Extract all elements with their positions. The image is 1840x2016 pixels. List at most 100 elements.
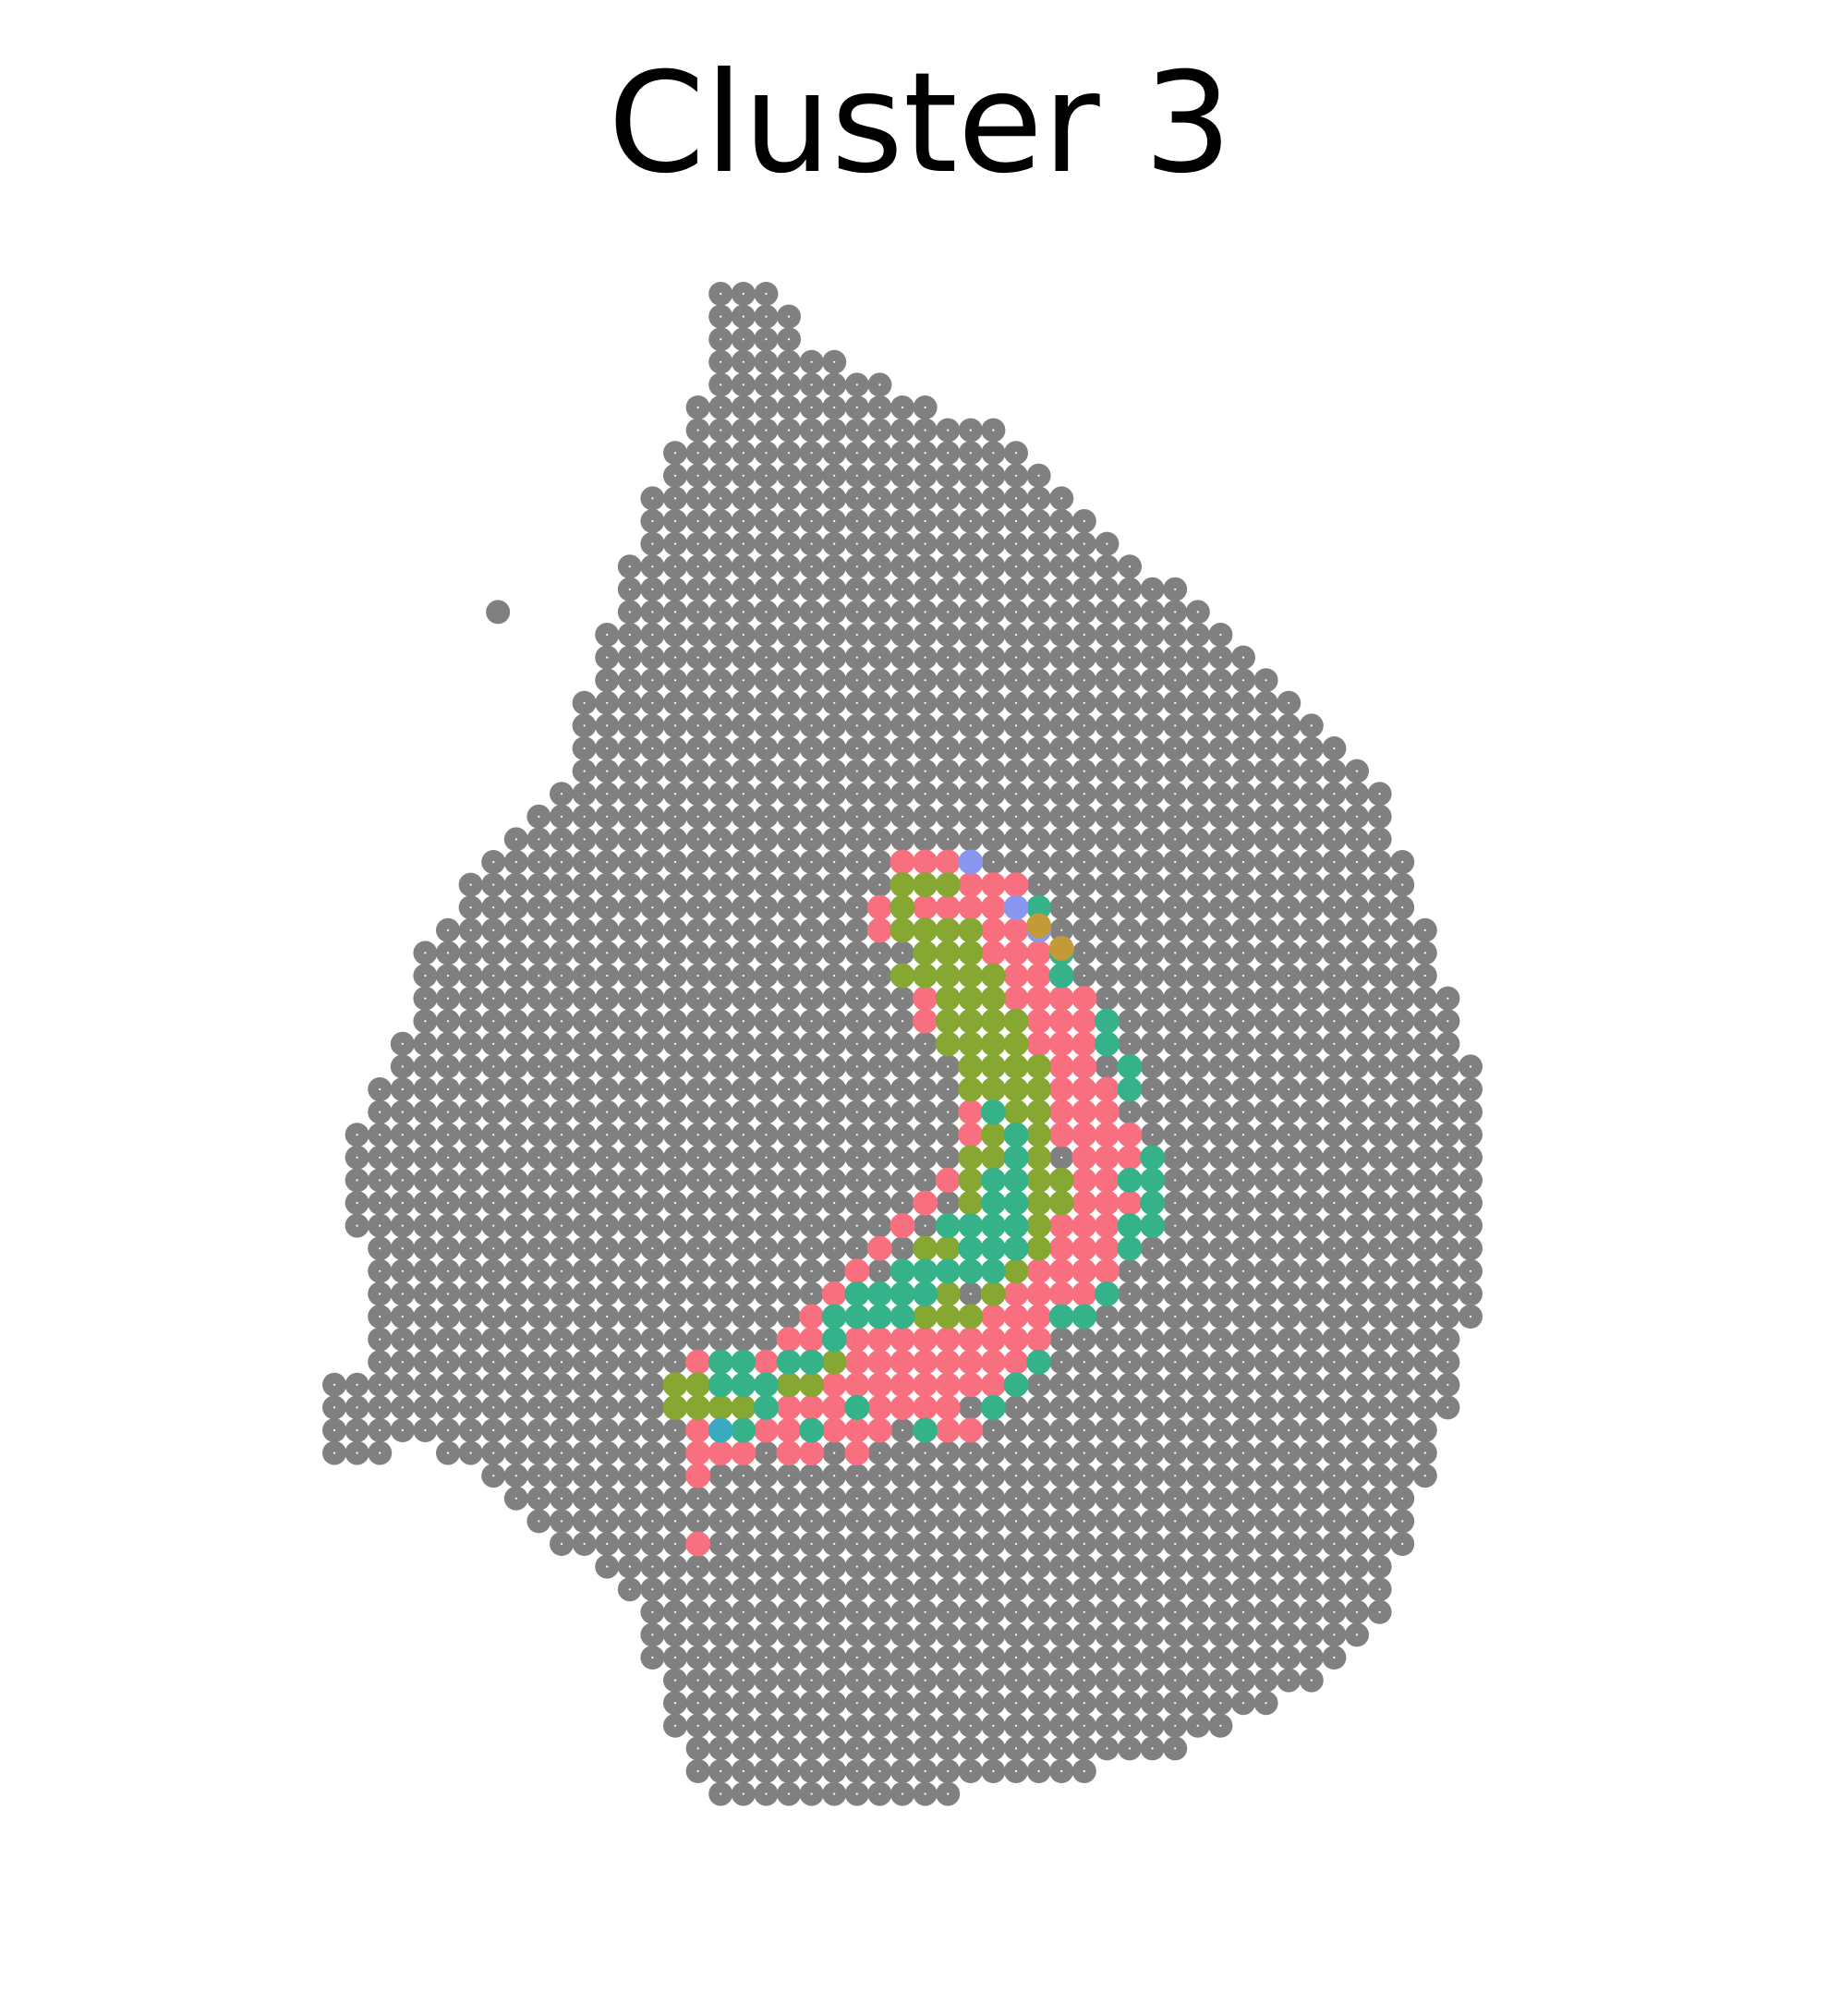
spot-center-dot: [1355, 860, 1359, 864]
spot-center-dot: [469, 952, 472, 954]
spot-center-dot: [606, 1338, 609, 1341]
spot-center-dot: [560, 1406, 563, 1409]
spot-center-dot: [1355, 1201, 1359, 1205]
spot-center-dot: [901, 1201, 904, 1205]
spot-center-dot: [1196, 701, 1199, 704]
spot-center-dot: [1333, 815, 1336, 818]
spot-center-dot: [1106, 1724, 1108, 1727]
spot-center-dot: [947, 1610, 950, 1613]
spot-center-dot: [1060, 1383, 1063, 1386]
spot-center-dot: [1128, 1633, 1132, 1636]
spot-center-dot: [1310, 1247, 1313, 1250]
spot-center-dot: [878, 633, 881, 637]
spot-center-dot: [1083, 793, 1085, 795]
spot-center-dot: [1265, 1610, 1267, 1613]
cluster-spot-pink: [1094, 1167, 1120, 1193]
spot-center-dot: [1378, 1224, 1381, 1227]
spot-center-dot: [1037, 1610, 1040, 1613]
spot-center-dot: [651, 588, 654, 590]
spot-center-dot: [947, 701, 950, 704]
spot-center-dot: [696, 1702, 699, 1705]
spot-center-dot: [947, 1201, 950, 1205]
spot-center-dot: [1288, 1338, 1290, 1341]
spot-center-dot: [1196, 1293, 1199, 1295]
spot-center-dot: [1265, 1428, 1267, 1432]
spot-center-dot: [1288, 1520, 1290, 1523]
spot-center-dot: [1241, 1383, 1245, 1386]
spot-center-dot: [446, 1020, 450, 1023]
spot-center-dot: [765, 1224, 768, 1227]
spot-center-dot: [742, 474, 744, 477]
spot-center-dot: [1014, 1769, 1018, 1773]
spot-center-dot: [514, 1428, 517, 1432]
spot-center-dot: [901, 1747, 904, 1750]
spot-center-dot: [924, 1042, 926, 1045]
spot-center-dot: [855, 542, 858, 545]
spot-center-dot: [651, 519, 654, 523]
spot-center-dot: [1241, 1588, 1245, 1591]
spot-center-dot: [855, 747, 858, 750]
spot-center-dot: [538, 883, 540, 886]
spot-center-dot: [833, 1520, 836, 1523]
spot-center-dot: [1265, 997, 1267, 1000]
spot-center-dot: [992, 1588, 995, 1591]
spot-center-dot: [1014, 1747, 1018, 1750]
spot-center-dot: [1174, 1269, 1177, 1272]
spot-center-dot: [1083, 701, 1085, 704]
spot-center-dot: [673, 1247, 677, 1250]
spot-center-dot: [787, 906, 791, 909]
spot-center-dot: [1447, 1020, 1449, 1023]
spot-center-dot: [1174, 883, 1177, 886]
spot-center-dot: [878, 1520, 881, 1523]
spot-center-dot: [1196, 906, 1199, 909]
cluster-spot-teal: [1140, 1167, 1166, 1193]
spot-center-dot: [1333, 883, 1336, 886]
spot-center-dot: [1378, 1520, 1381, 1523]
spot-center-dot: [560, 952, 563, 954]
spot-center-dot: [947, 1520, 950, 1523]
spot-center-dot: [1310, 1451, 1313, 1454]
spot-center-dot: [765, 406, 768, 409]
spot-center-dot: [1083, 1338, 1085, 1341]
spot-center-dot: [492, 1156, 495, 1159]
spot-center-dot: [651, 679, 654, 682]
spot-center-dot: [1060, 1747, 1063, 1750]
cluster-spot-pink: [844, 1417, 870, 1443]
cluster-spot-olive: [708, 1394, 733, 1420]
spot-center-dot: [1083, 1520, 1085, 1523]
spot-center-dot: [1378, 1087, 1381, 1091]
spot-center-dot: [1014, 1542, 1018, 1546]
spot-center-dot: [765, 360, 768, 363]
spot-center-dot: [1151, 1588, 1154, 1591]
spot-center-dot: [1310, 747, 1313, 750]
cluster-spot-olive: [935, 1235, 961, 1261]
spot-center-dot: [583, 1065, 586, 1068]
spot-center-dot: [878, 1724, 881, 1727]
cluster-spot-olive: [980, 1008, 1006, 1034]
spot-center-dot: [855, 1224, 858, 1227]
spot-center-dot: [765, 611, 768, 613]
spot-center-dot: [742, 1542, 744, 1546]
spot-center-dot: [1083, 747, 1085, 750]
spot-center-dot: [969, 1679, 972, 1682]
spot-center-dot: [1151, 1338, 1154, 1341]
spot-center-dot: [1355, 1179, 1359, 1182]
spot-center-dot: [514, 1201, 517, 1205]
cluster-spot-teal: [776, 1349, 802, 1375]
spot-center-dot: [742, 1111, 744, 1113]
spot-center-dot: [1219, 1383, 1222, 1386]
spot-center-dot: [696, 679, 699, 682]
spot-center-dot: [833, 679, 836, 682]
spot-center-dot: [787, 1679, 791, 1682]
spot-center-dot: [1196, 1428, 1199, 1432]
cluster-spot-pink: [913, 1327, 938, 1353]
spot-center-dot: [673, 1702, 677, 1705]
spot-center-dot: [1128, 565, 1132, 568]
spot-center-dot: [833, 1497, 836, 1500]
spot-center-dot: [583, 1406, 586, 1409]
spot-center-dot: [810, 679, 813, 682]
spot-center-dot: [1333, 1020, 1336, 1023]
spot-center-dot: [1106, 588, 1108, 590]
spot-center-dot: [333, 1428, 336, 1432]
spot-center-dot: [696, 1565, 699, 1568]
